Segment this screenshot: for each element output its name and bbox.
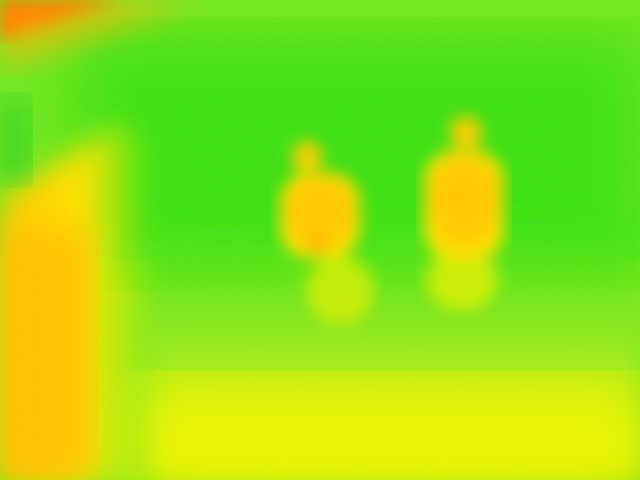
sensor-noise: [0, 0, 640, 480]
thermal-image-canvas: [0, 0, 640, 480]
thermal-image: [0, 0, 640, 480]
